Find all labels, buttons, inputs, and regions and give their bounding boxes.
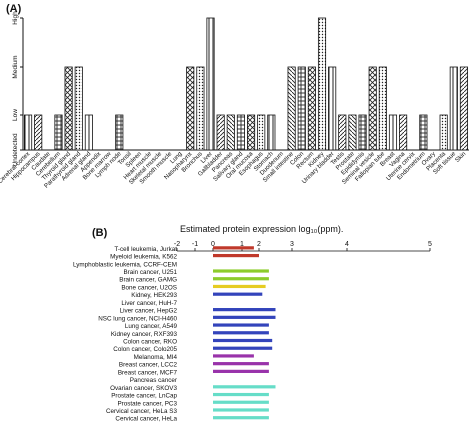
panel-b-row-label: Colon cancer, RKO <box>123 339 177 346</box>
panel-b-bar <box>213 369 269 373</box>
panel-b-bar <box>213 292 263 296</box>
panel-b-bar <box>213 308 276 312</box>
panel-a-y-level-label: High <box>12 11 19 25</box>
panel-a-bar <box>459 66 468 151</box>
panel-b-bar <box>213 253 259 258</box>
panel-b-row-label: Bone cancer, U2OS <box>121 284 177 291</box>
panel-a-bar <box>216 114 225 151</box>
panel-a-bar <box>186 66 195 151</box>
panel-b-row-label: Prostate cancer, LnCap <box>111 393 177 400</box>
panel-b-row-label: Liver cancer, HuH-7 <box>121 300 177 307</box>
panel-a-bar <box>358 114 367 151</box>
panel-b-row-label: Kidney cancer, RXF393 <box>111 331 178 338</box>
panel-b-bar <box>213 246 254 250</box>
panel-b-bar <box>213 416 269 420</box>
panel-a-bar <box>439 114 448 151</box>
panel-b-bar <box>213 284 266 289</box>
panel-b-plot: -2 -1 0 1 2 3 4 5 T-cell leukemia, JurkatMyeloid… <box>73 241 432 423</box>
panel-a-label: (A) <box>6 3 22 15</box>
panel-b-x-tick-label: -1 <box>192 241 198 248</box>
panel-a-bar <box>317 17 327 151</box>
panel-a-bar <box>64 66 73 151</box>
panel-b-row-label: Cervical cancer, HeLa S3 <box>106 408 178 415</box>
panel-a-bar <box>247 114 256 151</box>
panel-b-row-label: Melanoma, MI4 <box>134 354 178 361</box>
panel-a-bar <box>388 114 398 151</box>
panel-a-bar <box>24 114 33 151</box>
panel-a-bar <box>54 114 63 151</box>
panel-b-bar <box>213 331 269 335</box>
panel-b-row-label: Pancreas cancer <box>130 377 177 384</box>
panel-a-bar <box>338 114 347 151</box>
panel-a-bar <box>297 66 306 151</box>
panel-b-bar <box>213 277 269 281</box>
panel-b-row-label: Brain cancer, GAMG <box>119 277 177 284</box>
panel-a-y-level-label: Low <box>12 109 19 121</box>
panel-a-y-level-label: Medium <box>12 55 19 78</box>
panel-b-x-tick-label: 2 <box>257 241 261 248</box>
panel-a-category-label: Skin <box>454 150 468 164</box>
panel-a-bar <box>236 114 245 151</box>
panel-a-bar <box>257 114 266 151</box>
panel-b-row-label: Brain cancer, U251 <box>123 269 177 276</box>
panel-b-x-tick-label: 1 <box>240 241 244 248</box>
panel-b-x-tick-label: -2 <box>174 241 180 248</box>
panel-a-y-level-label: Undetected <box>12 133 19 167</box>
panel-a-bar <box>399 114 408 151</box>
panel-b-row-label: T-cell leukemia, Jurkat <box>114 246 177 253</box>
panel-b-x-tick-label: 0 <box>211 241 215 248</box>
panel-b-row-label: Liver cancer, HepG2 <box>120 308 178 315</box>
panel-b-bar <box>213 315 276 319</box>
panel-b-row-label: Ovarian cancer, SKOV3 <box>110 385 177 392</box>
panel-b-row-label: Colon cancer, Colo205 <box>113 346 177 353</box>
panel-b-bar <box>213 338 273 343</box>
panel-a-bar <box>206 17 215 151</box>
panel-b-bar <box>213 362 269 366</box>
panel-a-bar <box>226 114 235 151</box>
panel-b-row-label: Lymphoblastic leukemia, CCRF-CEM <box>73 261 177 268</box>
panel-b-x-tick-label: 4 <box>345 241 349 248</box>
panel-b-row-label: Prostate cancer, PC3 <box>117 400 177 407</box>
panel-a-bar <box>348 114 357 151</box>
panel-b-bar <box>213 400 269 404</box>
panel-a-bar <box>115 114 124 151</box>
panel-b-bar <box>213 385 276 389</box>
panel-b-row-label: Myeloid leukemia, K562 <box>110 254 177 261</box>
panel-a-bar <box>328 66 337 151</box>
panel-b-bar <box>213 323 269 327</box>
panel-b-bar <box>213 269 269 273</box>
panel-a-bar <box>419 114 428 151</box>
panel-a-bar <box>307 66 316 151</box>
panel-b-x-tick-label: 5 <box>428 241 432 248</box>
panel-a-bar <box>287 66 296 151</box>
panel-b-row-label: Breast cancer, MCF7 <box>118 369 178 376</box>
panel-b-bar <box>213 392 269 397</box>
panel-b-bar <box>213 354 254 358</box>
panel-a-bar <box>368 66 377 151</box>
panel-a-bar <box>74 66 83 151</box>
panel-a-bar <box>267 114 276 151</box>
panel-b-axis-title: Estimated protein expression log₁₀(ppm). <box>180 224 343 234</box>
panel-b-row-label: Kidney, HEK293 <box>131 292 177 299</box>
panel-a-bar <box>378 66 387 151</box>
panel-b-bar <box>213 408 269 412</box>
panel-b-row-label: Breast cancer, LCC2 <box>119 362 178 369</box>
panel-b-bar <box>213 346 273 350</box>
panel-b-row-label: Cervical cancer, HeLa <box>115 416 177 423</box>
panel-a-bar <box>34 114 43 151</box>
panel-a-bar <box>196 66 205 151</box>
panel-b-x-tick-label: 3 <box>290 241 294 248</box>
panel-b-label: (B) <box>92 227 108 239</box>
panel-b-row-label: NSC lung cancer, NCI-H460 <box>98 315 177 322</box>
panel-b-row-label: Lung cancer, A549 <box>125 323 178 330</box>
panel-a-bar <box>84 114 93 151</box>
panel-a-bar <box>449 66 458 151</box>
